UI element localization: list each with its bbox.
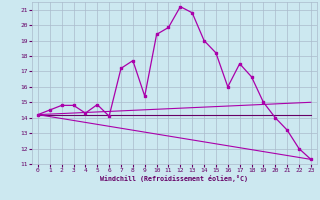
X-axis label: Windchill (Refroidissement éolien,°C): Windchill (Refroidissement éolien,°C) [100,175,248,182]
